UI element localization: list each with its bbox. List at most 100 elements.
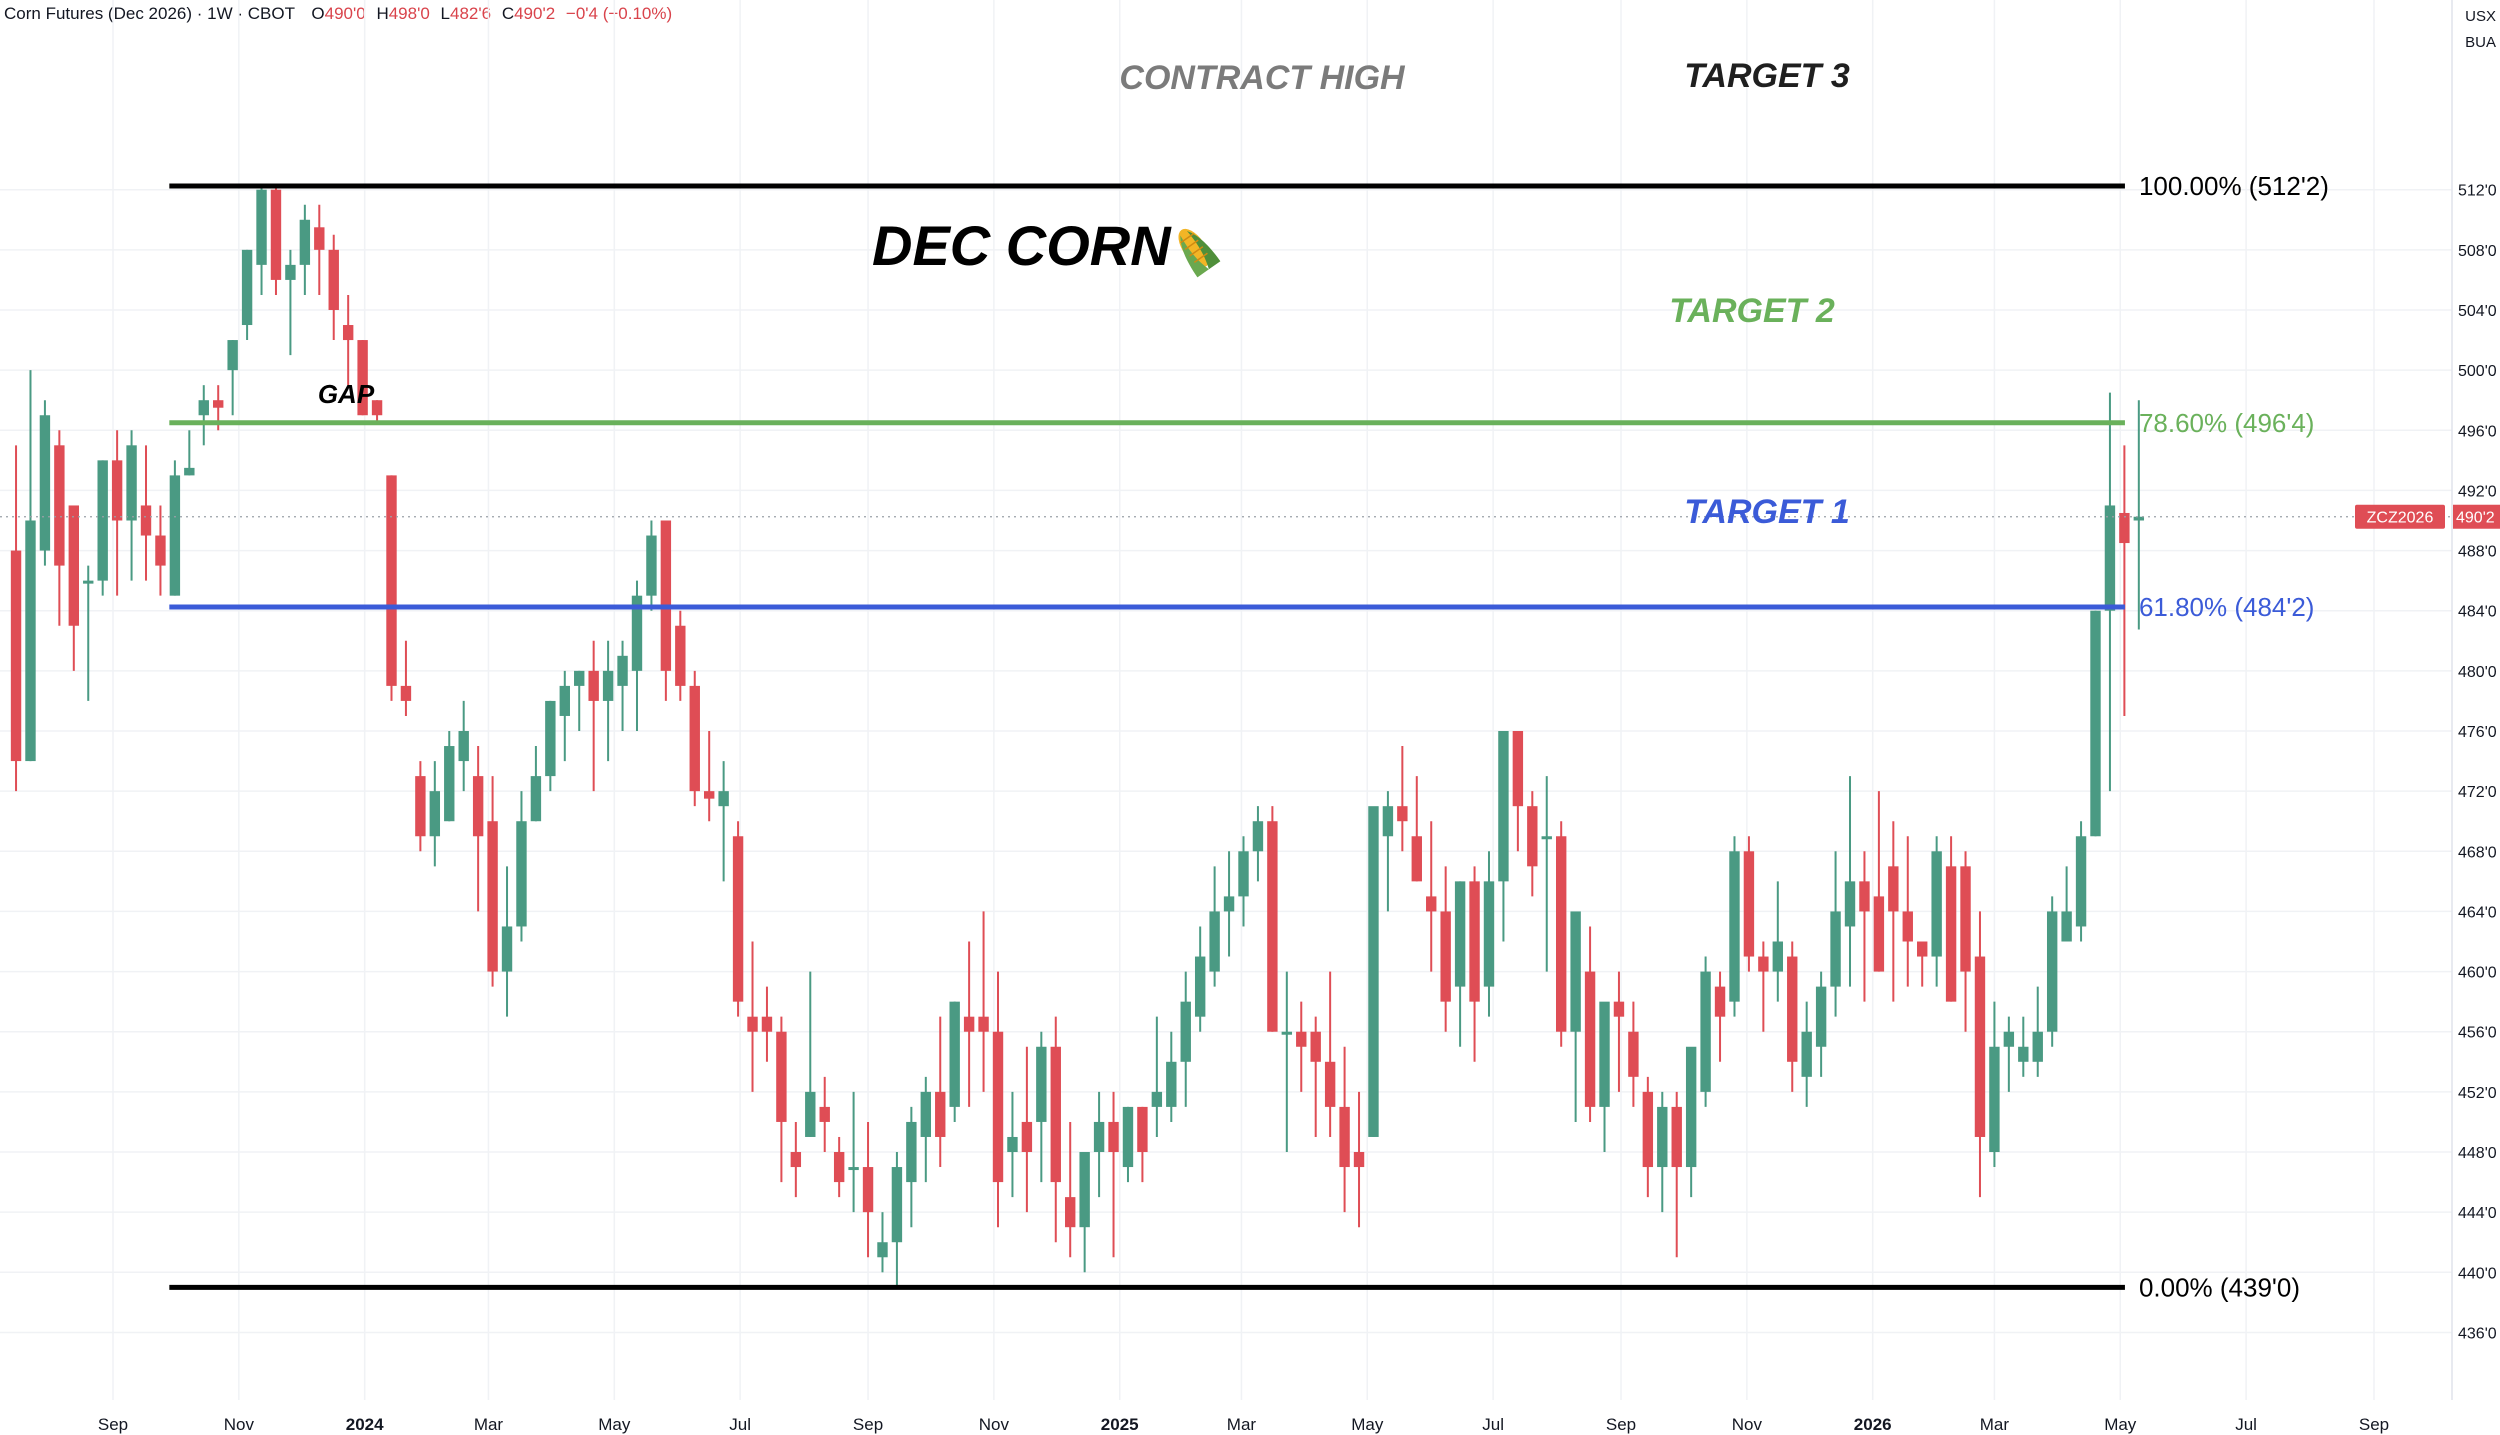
candle: [1787, 941, 1798, 1092]
candle-body: [140, 505, 152, 536]
candle-body: [833, 1152, 845, 1183]
candle-body: [1411, 836, 1422, 882]
candle-body: [1729, 851, 1740, 1002]
candle: [1339, 1046, 1350, 1213]
candle-body: [1844, 881, 1856, 927]
candle: [241, 249, 253, 341]
fib-level-label: 0.00% (439'0): [2139, 1272, 2300, 1302]
currency-box[interactable]: USX BUA: [2465, 4, 2496, 56]
candle-body: [1440, 911, 1451, 1002]
candle-body: [516, 821, 527, 927]
candle-body: [2090, 610, 2101, 837]
y-tick-label: 504'0: [2458, 303, 2497, 320]
candle-body: [1570, 911, 1581, 1032]
candle-body: [1036, 1046, 1047, 1122]
x-tick-label: Mar: [1227, 1415, 1257, 1434]
price-tag-text: 490'2: [2456, 510, 2495, 527]
candle: [906, 1106, 917, 1228]
candle-body: [646, 535, 657, 596]
candle-body: [1613, 1001, 1625, 1017]
candle: [574, 670, 585, 731]
candle: [83, 565, 94, 701]
candle: [1166, 1031, 1177, 1122]
candle: [140, 445, 152, 581]
candle-body: [126, 445, 137, 521]
candle: [646, 520, 657, 611]
symbol-tag-bg: [2355, 504, 2445, 529]
candle: [1815, 971, 1827, 1077]
candle: [487, 776, 498, 987]
candle-body: [1628, 1031, 1639, 1077]
candle: [617, 640, 628, 731]
candle-body: [285, 264, 296, 280]
candle: [891, 1152, 903, 1288]
candle: [1238, 836, 1249, 927]
candle-body: [1382, 806, 1394, 837]
candle-body: [1599, 1001, 1610, 1107]
annotations: CONTRACT HIGH TARGET 3 TARGET 2 TARGET 1 DEC…: [318, 57, 1850, 531]
candle: [299, 204, 311, 295]
candle-body: [732, 836, 744, 1002]
candle: [1859, 851, 1870, 1002]
candle-body: [978, 1016, 989, 1032]
candle-body: [1657, 1106, 1668, 1168]
candle-body: [1787, 956, 1798, 1062]
candle: [675, 610, 686, 701]
candle: [1021, 1046, 1033, 1213]
candle-body: [1050, 1046, 1061, 1183]
candle-body: [949, 1001, 960, 1107]
candle-body: [689, 685, 700, 792]
fib-level-label: 78.60% (496'4): [2139, 408, 2315, 438]
candle-body: [241, 249, 253, 326]
candle: [1382, 791, 1394, 912]
candle-body: [1815, 986, 1827, 1047]
x-tick-label: 2025: [1101, 1415, 1139, 1434]
corn-husk-right: [1186, 230, 1221, 270]
y-tick-label: 460'0: [2458, 965, 2497, 982]
candle: [949, 1001, 960, 1122]
candle-body: [54, 445, 65, 566]
candle: [68, 505, 80, 671]
gap-label: GAP: [318, 379, 375, 409]
candle: [1426, 821, 1437, 972]
candle: [1570, 911, 1581, 1122]
change-text: −0'4 (−0.10%): [565, 4, 673, 23]
candle: [963, 941, 975, 1107]
candle-body: [1743, 851, 1755, 957]
candle: [660, 520, 672, 701]
candle-body: [848, 1167, 859, 1171]
y-tick-label: 484'0: [2458, 604, 2497, 621]
candle-body: [83, 580, 94, 584]
time-axis[interactable]: Sep Nov 2024 Mar May Jul Sep Nov 2025 Mar May Jul Se…: [98, 1415, 2389, 1434]
candle: [1714, 971, 1726, 1062]
candle: [1483, 851, 1495, 1017]
candle: [1657, 1091, 1668, 1213]
candle: [935, 1016, 946, 1168]
candle: [1642, 1076, 1654, 1198]
candle-body: [1714, 986, 1726, 1017]
candle: [1108, 1091, 1119, 1258]
candle-body: [1339, 1106, 1350, 1168]
candle: [97, 460, 108, 596]
candle: [2104, 392, 2116, 792]
y-tick-label: 480'0: [2458, 664, 2497, 681]
candle-body: [1700, 971, 1711, 1092]
candle: [1512, 731, 1524, 852]
candle: [1209, 866, 1220, 987]
candle: [1555, 821, 1567, 1047]
candle-body: [718, 791, 729, 807]
symbol-tag-text: ZCZ2026: [2367, 510, 2434, 527]
x-tick-label: Nov: [224, 1415, 255, 1434]
candle-body: [2119, 512, 2130, 544]
price-axis[interactable]: 512'0 508'0 504'0 500'0 496'0 492'0 488'0 484'0…: [2458, 183, 2497, 1343]
candle-body: [747, 1016, 758, 1032]
x-tick-label: 2026: [1854, 1415, 1892, 1434]
candle-body: [935, 1091, 946, 1137]
candle-body: [574, 670, 585, 686]
candle-body: [790, 1152, 802, 1168]
candle: [920, 1076, 932, 1183]
candle-body: [1469, 881, 1480, 1002]
candle: [1281, 971, 1293, 1153]
x-tick-label: Mar: [474, 1415, 504, 1434]
